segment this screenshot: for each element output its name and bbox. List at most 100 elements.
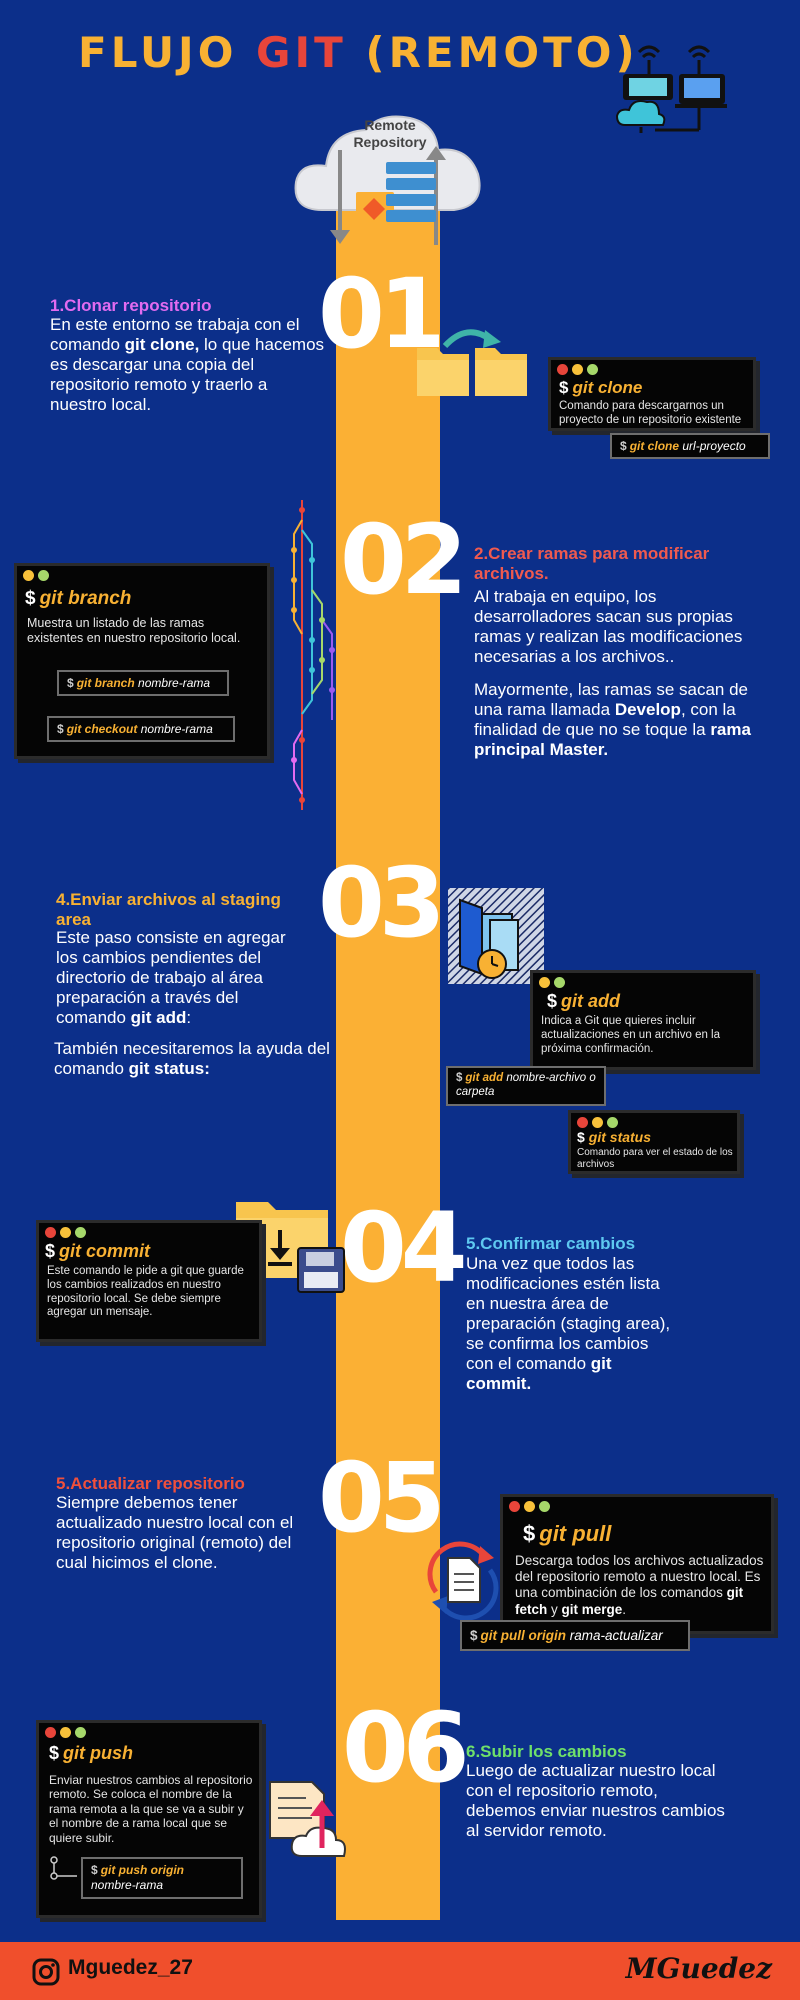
terminal-git-commit-desc: Este comando le pide a git que guarde lo…	[47, 1265, 244, 1319]
title-part-git: GIT	[256, 28, 347, 77]
sync-document-icon	[427, 1541, 499, 1620]
terminal-git-add-cmd: $ git add	[547, 991, 621, 1011]
branch-connector-icon	[50, 1856, 77, 1880]
step2-body2-b: Develop	[614, 700, 681, 720]
example-git-clone-arg: url-proyecto	[682, 439, 746, 453]
cloud-label-line2: Repository	[353, 134, 426, 150]
staging-folder-clock-icon	[448, 888, 544, 984]
cloud-label-line1: Remote	[364, 117, 416, 133]
step3-body1: Este paso consiste en agregar los cambio…	[56, 928, 306, 1028]
terminal-git-branch-desc: Muestra un listado de las ramas existent…	[27, 616, 241, 645]
git-pull-desc-a: Descarga todos los archivos actualizados…	[515, 1553, 764, 1601]
step5-body: Siempre debemos tener actualizado nuestr…	[56, 1493, 294, 1573]
terminal-git-status: $ git status Comando para ver el estado d…	[568, 1110, 740, 1174]
terminal-git-push-cmd: $ git push	[49, 1743, 134, 1763]
step1-body-a: En este entorno se trabaja con el comand…	[50, 315, 300, 355]
step3-body1-b: git add	[130, 1008, 187, 1028]
step3-body2-a: También necesitaremos la ayuda del coman…	[54, 1039, 330, 1079]
step1-body-c: lo que hacemos es descargar una copia de…	[50, 335, 325, 415]
step2-body2-d: rama principal Master.	[474, 720, 751, 760]
branch-graph-icon	[291, 500, 335, 810]
example-git-clone: $ git clone url-proyecto	[610, 433, 770, 459]
terminal-git-clone-desc: Comando para descargarnos un proyecto de…	[559, 400, 742, 426]
step4-title: 5.Confirmar cambios	[466, 1234, 636, 1253]
window-dots	[577, 1117, 618, 1128]
terminal-git-status-cmd: $ git status	[577, 1129, 652, 1145]
folder-transfer-icon	[417, 329, 527, 396]
example-git-checkout-arg: nombre-rama	[140, 722, 213, 736]
example-git-branch-arg: nombre-rama	[138, 676, 211, 690]
example-git-add-arg: nombre-archivo o carpeta	[456, 1072, 596, 1098]
example-git-pull: $ git pull origin rama-actualizar	[460, 1620, 690, 1651]
window-dots	[45, 1227, 86, 1238]
step1-body-b: git clone,	[124, 335, 200, 355]
window-dots	[23, 570, 49, 581]
step-number-02: 02	[340, 504, 468, 616]
window-dots	[557, 364, 598, 375]
git-pull-cmd-text: git pull	[539, 1521, 612, 1546]
step3-title: 4.Enviar archivos al staging area	[56, 890, 281, 929]
step3-body2-b: git status:	[128, 1059, 210, 1079]
terminal-git-commit: $ git commit Este comando le pide a git q…	[36, 1220, 262, 1342]
upload-document-icon	[269, 1781, 346, 1857]
step4-body-a: Una vez que todos las modificaciones est…	[466, 1254, 671, 1374]
terminal-git-branch: $ git branch Muestra un listado de las ra…	[14, 563, 270, 759]
network-devices-icon	[615, 45, 727, 133]
timeline-bar	[336, 210, 440, 1920]
terminal-git-pull-cmd: $ git pull	[523, 1521, 612, 1546]
step5-title: 5.Actualizar repositorio	[56, 1474, 245, 1493]
example-git-add-cmd: git add	[465, 1072, 504, 1084]
step2-body2-a: Mayormente, las ramas se sacan de una ra…	[474, 680, 749, 720]
step6-title: 6.Subir los cambios	[466, 1742, 627, 1761]
example-git-checkout: $ git checkout nombre-rama	[47, 716, 235, 742]
step2-title: 2.Crear ramas para modificar archivos.	[474, 544, 710, 583]
example-git-branch-cmd: git branch	[76, 676, 135, 690]
step-number-01: 01	[318, 258, 446, 370]
step4-body-b: git commit.	[466, 1354, 612, 1394]
step-number-05: 05	[318, 1442, 446, 1554]
example-git-push-arg: nombre-rama	[91, 1878, 164, 1892]
terminal-git-status-desc: Comando para ver el estado de los archiv…	[577, 1147, 733, 1170]
git-clone-cmd-text: git clone	[572, 378, 643, 397]
terminal-git-commit-cmd: $ git commit	[45, 1241, 151, 1261]
example-git-push-cmd: git push origin	[100, 1863, 185, 1877]
title-part-flujo: FLUJO	[78, 28, 257, 77]
example-git-push: $ git push origin nombre-rama	[81, 1857, 243, 1899]
step1-body: En este entorno se trabaja con el comand…	[50, 315, 325, 415]
git-pull-desc-d: git merge	[561, 1601, 623, 1617]
page-title: FLUJO GIT (REMOTO)	[78, 28, 639, 77]
brand-logo: MGuedez	[625, 1952, 772, 1985]
git-branch-cmd-text: git branch	[39, 588, 132, 609]
step4-body: Una vez que todos las modificaciones est…	[466, 1254, 676, 1394]
footer: Mguedez_27 MGuedez	[0, 1942, 800, 2000]
window-dots	[539, 977, 565, 988]
example-git-checkout-cmd: git checkout	[66, 722, 138, 736]
terminal-git-pull: $ git pull Descarga todos los archivos ac…	[500, 1494, 774, 1634]
terminal-git-push-desc: Enviar nuestros cambios al repositorio r…	[49, 1773, 253, 1845]
step3-body2: También necesitaremos la ayuda del coman…	[54, 1039, 334, 1079]
terminal-git-add: $ git add Indica a Git que quieres inclui…	[530, 970, 756, 1070]
step6-body: Luego de actualizar nuestro local con el…	[466, 1761, 725, 1841]
step-number-06: 06	[342, 1692, 470, 1804]
example-git-pull-cmd: git pull origin	[480, 1628, 566, 1643]
step2-body1: Al trabaja en equipo, los desarrolladore…	[474, 587, 743, 667]
step2-body2: Mayormente, las ramas se sacan de una ra…	[474, 680, 764, 760]
example-git-clone-cmd: git clone	[629, 439, 680, 453]
terminal-git-clone: $ git clone Comando para descargarnos un …	[548, 357, 756, 431]
step3-body1-a: Este paso consiste en agregar los cambio…	[56, 928, 286, 1028]
step3-body1-c: :	[186, 1008, 192, 1028]
git-push-cmd-text: git push	[63, 1743, 134, 1763]
instagram-icon[interactable]	[32, 1958, 60, 1986]
git-pull-desc-b: git fetch	[515, 1585, 744, 1617]
title-part-remoto: (REMOTO)	[346, 28, 639, 77]
terminal-git-branch-cmd: $ git branch	[25, 588, 132, 609]
example-git-add: $ git add nombre-archivo o carpeta	[446, 1066, 606, 1106]
remote-repository-cloud-icon: Remote Repository	[294, 115, 481, 245]
git-status-cmd-text: git status	[588, 1129, 652, 1145]
instagram-handle[interactable]: Mguedez_27	[68, 1956, 193, 1979]
example-git-pull-arg: rama-actualizar	[569, 1628, 663, 1643]
terminal-git-pull-desc: Descarga todos los archivos actualizados…	[515, 1553, 769, 1618]
window-dots	[45, 1727, 86, 1738]
git-pull-desc-e: .	[622, 1601, 627, 1617]
